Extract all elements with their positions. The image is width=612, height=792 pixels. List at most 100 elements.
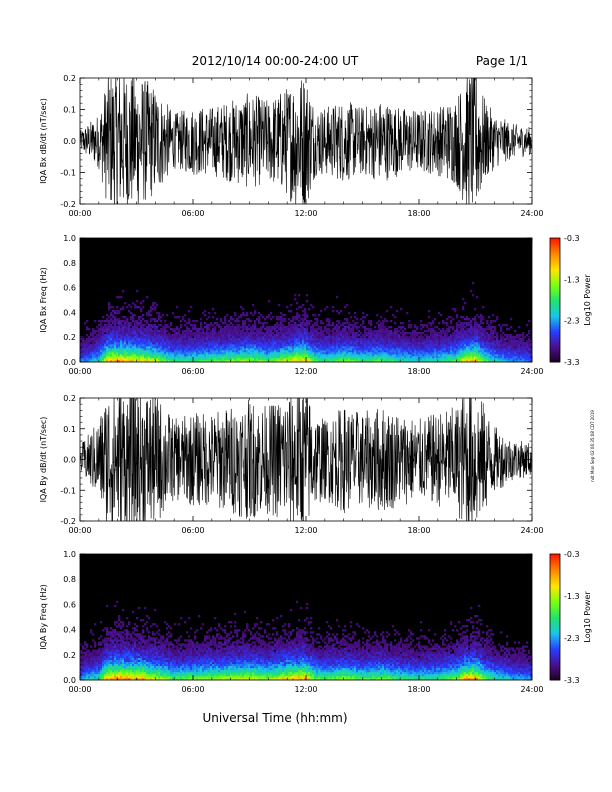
spectrogram-cell [464,340,467,343]
colorbar-segment [550,244,560,247]
spectrogram-cell [390,358,393,361]
spectrogram-cell [358,344,361,347]
spectrogram-cell [514,348,517,351]
spectrogram-cell [194,342,197,345]
spectrogram-cell [154,346,157,349]
spectrogram-cell [170,340,173,343]
spectrogram-cell [328,352,331,355]
spectrogram-cell [440,344,443,347]
spectrogram-cell [320,326,323,329]
spectrogram-cell [210,356,213,359]
spectrogram-cell [342,350,345,353]
spectrogram-cell [372,336,375,339]
spectrogram-cell [432,342,435,345]
spectrogram-cell [282,314,285,317]
spectrogram-cell [106,637,109,640]
spectrogram-cell [262,324,265,327]
spectrogram-cell [322,342,325,345]
spectrogram-cell [164,340,167,343]
spectrogram-cell [484,330,487,333]
spectrogram-cell [326,358,329,361]
spectrogram-cell [194,326,197,329]
spectrogram-cell [90,667,93,671]
spectrogram-cell [302,322,305,325]
spectrogram-cell [374,340,377,343]
spectrogram-cell [314,324,317,327]
spectrogram-cell [348,346,351,349]
spectrogram-cell [128,338,131,341]
spectrogram-cell [144,330,147,333]
spectrogram-cell [402,360,405,363]
spectrogram-cell [400,338,403,341]
spectrogram-cell [306,358,309,361]
spectrogram-cell [242,336,245,339]
spectrogram-cell [444,332,447,335]
spectrogram-cell [312,336,315,339]
spectrogram-cell [282,334,285,337]
spectrogram-cell [88,346,91,349]
spectrogram-cell [88,657,91,660]
spectrogram-cell [134,330,137,333]
spectrogram-cell [238,352,241,355]
spectrogram-cell [298,346,301,349]
spectrogram-cell [242,342,245,345]
spectrogram-cell [308,358,311,361]
spectrogram-cell [160,346,163,349]
spectrogram-cell [84,669,87,673]
spectrogram-cell [296,318,299,321]
spectrogram-cell [160,340,163,343]
spectrogram-cell [258,320,261,323]
spectrogram-cell [450,346,453,349]
spectrogram-cell [162,356,165,359]
spectrogram-cell [110,344,113,347]
spectrogram-cell [214,358,217,361]
spectrogram-cell [160,330,163,333]
spectrogram-cell [122,328,125,331]
spectrogram-cell [312,328,315,331]
spectrogram-cell [104,352,107,355]
spectrogram-cell [506,360,509,363]
spectrogram-cell [426,344,429,347]
spectrogram-cell [384,334,387,337]
y-tick-label: 1.0 [63,234,76,243]
spectrogram-cell [286,330,289,333]
spectrogram-cell [362,358,365,361]
spectrogram-cell [460,338,463,341]
spectrogram-cell [434,336,437,339]
spectrogram-cell [366,334,369,337]
spectrogram-cell [490,358,493,361]
spectrogram-cell [86,356,89,359]
spectrogram-cell [132,316,135,319]
spectrogram-cell [224,332,227,335]
spectrogram-cell [152,340,155,343]
spectrogram-cell [202,356,205,359]
spectrogram-cell [520,338,523,341]
spectrogram-cell [162,330,165,333]
spectrogram-cell [114,322,117,325]
spectrogram-cell [100,675,103,679]
spectrogram-cell [398,352,401,355]
spectrogram-cell [240,348,243,351]
spectrogram-cell [482,356,485,359]
spectrogram-cell [444,358,447,361]
spectrogram-cell [462,336,465,339]
spectrogram-cell [90,651,93,654]
spectrogram-cell [148,328,151,331]
spectrogram-cell [434,344,437,347]
spectrogram-cell [202,338,205,341]
spectrogram-cell [346,350,349,353]
spectrogram-cell [148,344,151,347]
spectrogram-cell [82,354,85,357]
spectrogram-cell [272,360,275,363]
spectrogram-cell [252,304,255,307]
spectrogram-cell [528,344,531,347]
spectrogram-cell [302,310,305,313]
spectrogram-cell [448,358,451,361]
spectrogram-cell [290,350,293,353]
spectrogram-cell [332,352,335,355]
spectrogram-cell [426,342,429,345]
spectrogram-cell [476,342,479,345]
spectrogram-cell [100,336,103,339]
spectrogram-cell [198,342,201,345]
spectrogram-cell [98,643,101,646]
